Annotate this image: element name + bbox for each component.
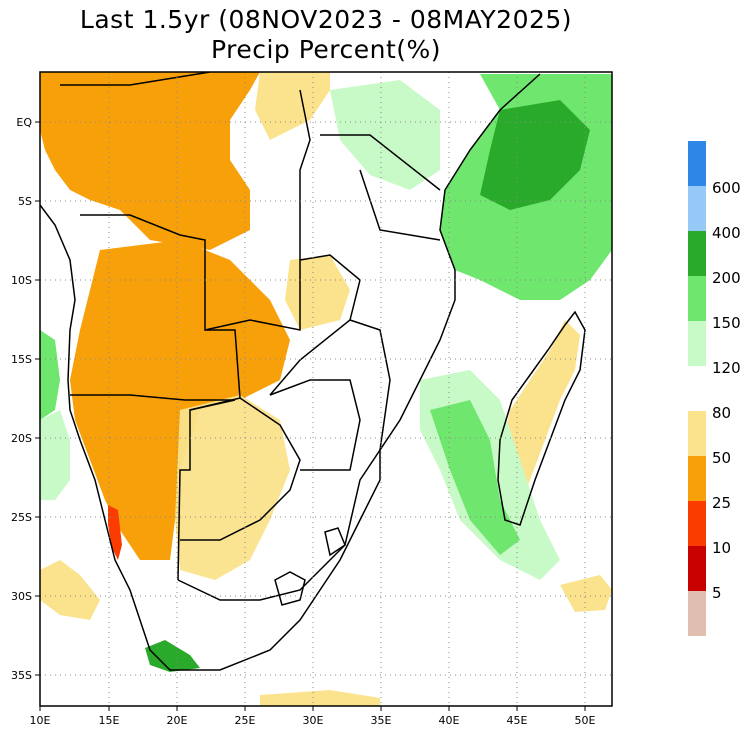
- region-yellow-congo: [255, 72, 330, 140]
- map-subtitle: Precip Percent(%): [210, 35, 442, 64]
- colorbar-label: 600: [712, 179, 741, 197]
- colorbar-swatch: [688, 591, 706, 636]
- border-botswana: [180, 397, 301, 541]
- y-tick-label: EQ: [16, 116, 32, 129]
- colorbar-label: 10: [712, 539, 731, 557]
- region-green-cape: [145, 640, 200, 672]
- colorbar-label: 25: [712, 494, 731, 512]
- map-title: Last 1.5yr (08NOV2023 - 08MAY2025): [79, 5, 573, 34]
- colorbar-label: 120: [712, 359, 741, 377]
- colorbar-label: 150: [712, 314, 741, 332]
- region-yellow-atlantic: [40, 560, 100, 620]
- colorbar-label: 80: [712, 404, 731, 422]
- colorbar-swatch: [688, 231, 706, 276]
- colorbar-label: 200: [712, 269, 741, 287]
- border-drc: [60, 72, 311, 260]
- colorbar-swatch: [688, 186, 706, 231]
- plot-frame: [39, 71, 613, 707]
- colorbar-label: 50: [712, 449, 731, 467]
- x-tick-label: 10E: [30, 714, 51, 727]
- x-tick-label: 25E: [235, 714, 256, 727]
- border-angola: [80, 214, 241, 399]
- region-red-namibia: [108, 505, 122, 560]
- x-tick-label: 40E: [439, 714, 460, 727]
- colorbar-label: 400: [712, 224, 741, 242]
- border-zambia: [204, 254, 361, 396]
- y-tick-label: 10S: [11, 274, 32, 287]
- colorbar-swatch: [688, 276, 706, 321]
- border-eswatini: [324, 527, 346, 557]
- colorbar-label: 5: [712, 584, 722, 602]
- region-yellow-south-coast: [260, 690, 380, 706]
- y-tick-label: 35S: [11, 669, 32, 682]
- x-tick-label: 45E: [507, 714, 528, 727]
- colorbar-upper: 600 400 200 150 120: [688, 141, 741, 377]
- map-field: [40, 72, 612, 706]
- x-tick-label: 35E: [371, 714, 392, 727]
- colorbar-swatch: [688, 546, 706, 591]
- y-tick-label: 20S: [11, 432, 32, 445]
- x-tick-label: 50E: [575, 714, 596, 727]
- region-yellow-southeast: [560, 575, 612, 612]
- region-green-atlantic: [40, 410, 70, 500]
- colorbar-swatch: [688, 456, 706, 501]
- grid-lines: [40, 72, 612, 706]
- y-tick-label: 5S: [18, 195, 32, 208]
- region-darkgreen-coast: [480, 100, 590, 210]
- region-green-tanzania: [330, 80, 440, 190]
- x-tick-labels: 10E 15E 20E 25E 30E 35E 40E 45E 50E: [30, 714, 596, 727]
- border-tanzania: [320, 134, 441, 241]
- border-south-africa: [177, 544, 346, 601]
- region-yellow-zambia: [285, 255, 350, 330]
- madagascar-outline: [497, 310, 586, 526]
- x-tick-label: 20E: [167, 714, 188, 727]
- y-tick-label: 30S: [11, 590, 32, 603]
- colorbar-swatch: [688, 411, 706, 456]
- region-green-west-coast: [40, 330, 60, 420]
- region-orange-north: [40, 72, 260, 250]
- x-tick-label: 15E: [99, 714, 120, 727]
- region-yellow-central: [175, 395, 290, 580]
- colorbar-swatch: [688, 141, 706, 186]
- colorbar-swatch: [688, 321, 706, 366]
- y-tick-labels: EQ 5S 10S 15S 20S 25S 30S 35S: [11, 116, 32, 682]
- y-tick-label: 25S: [11, 511, 32, 524]
- y-tick-label: 15S: [11, 353, 32, 366]
- colorbar-lower: 80 50 25 10 5: [688, 404, 731, 636]
- region-green-mozambique-channel: [430, 400, 520, 555]
- colorbar-swatch: [688, 501, 706, 546]
- border-zimbabwe: [269, 379, 361, 471]
- x-tick-label: 30E: [303, 714, 324, 727]
- border-mozambique: [344, 319, 391, 546]
- border-lesotho: [274, 571, 306, 606]
- tick-marks: [35, 121, 586, 711]
